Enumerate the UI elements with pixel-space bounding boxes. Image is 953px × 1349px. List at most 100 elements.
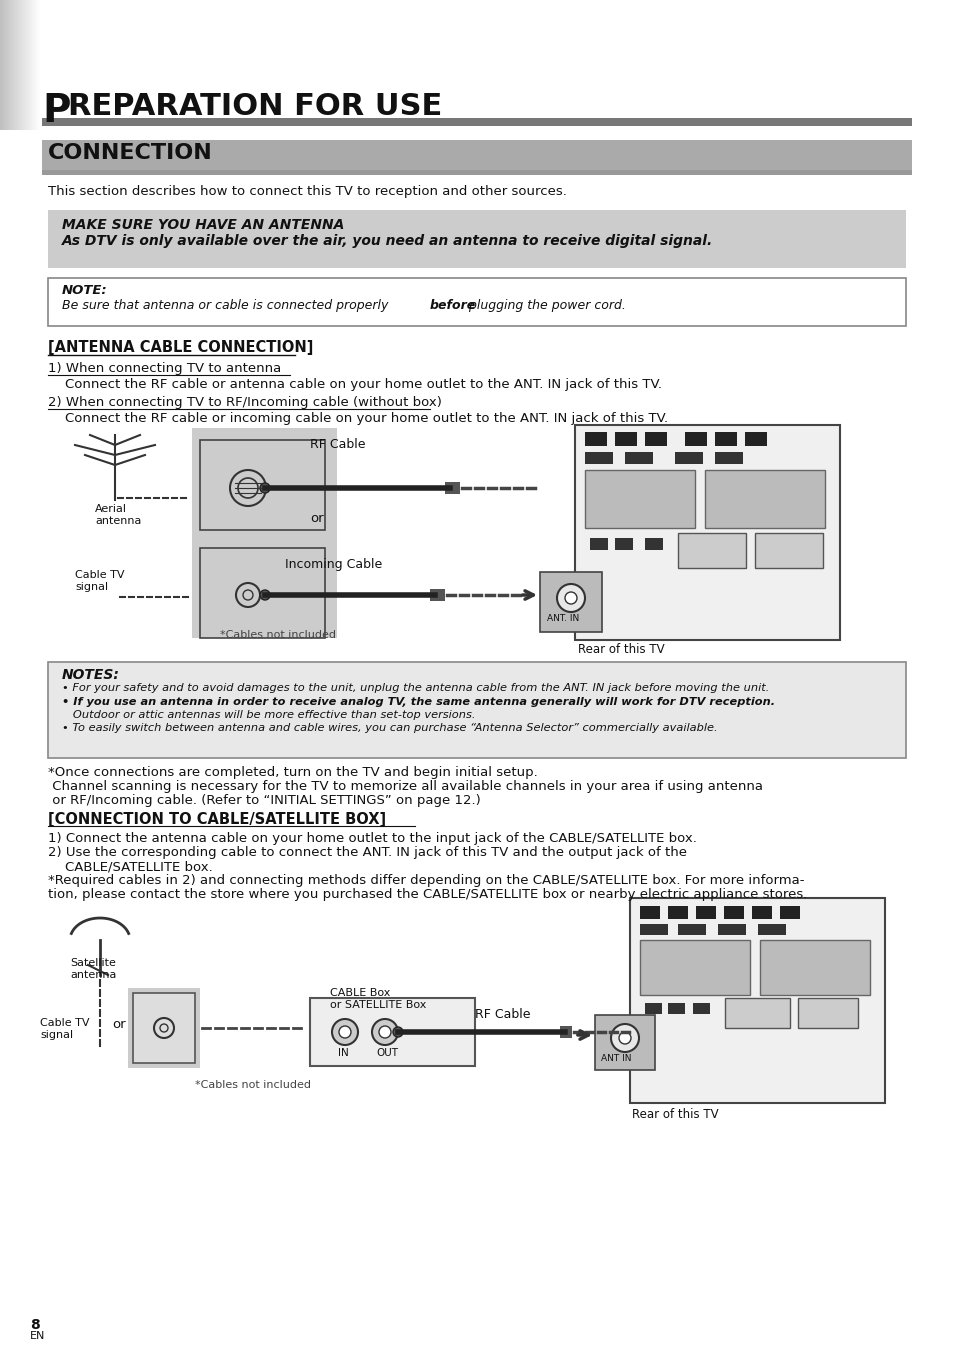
Bar	[539, 572, 601, 631]
Text: plugging the power cord.: plugging the power cord.	[464, 299, 625, 312]
Bar	[615, 538, 633, 550]
Text: Connect the RF cable or antenna cable on your home outlet to the ANT. IN jack of: Connect the RF cable or antenna cable on…	[48, 378, 661, 391]
Circle shape	[260, 590, 270, 600]
Bar	[8, 0, 9, 130]
Bar	[15, 0, 16, 130]
Text: RF Cable: RF Cable	[310, 438, 365, 451]
Bar	[33, 0, 34, 130]
Text: As DTV is only available over the air, you need an antenna to receive digital si: As DTV is only available over the air, y…	[62, 233, 713, 248]
Bar	[4, 0, 5, 130]
Text: 2) When connecting TV to RF/Incoming cable (without box): 2) When connecting TV to RF/Incoming cab…	[48, 397, 441, 409]
Bar	[32, 0, 33, 130]
Text: NOTE:: NOTE:	[62, 285, 108, 297]
Circle shape	[557, 584, 584, 612]
Bar	[11, 0, 12, 130]
Bar	[644, 538, 662, 550]
Text: or: or	[112, 1018, 126, 1031]
Circle shape	[338, 1027, 351, 1037]
Bar	[19, 0, 20, 130]
Bar	[48, 662, 905, 758]
Bar	[200, 440, 325, 530]
Bar	[430, 590, 444, 602]
Text: RF Cable: RF Cable	[475, 1008, 530, 1021]
Bar	[629, 898, 884, 1103]
Bar	[644, 1004, 661, 1014]
Bar	[310, 998, 475, 1066]
Text: ANT IN: ANT IN	[600, 1054, 631, 1063]
Bar	[34, 0, 35, 130]
Circle shape	[260, 483, 270, 492]
Bar	[16, 0, 17, 130]
Bar	[2, 0, 3, 130]
Bar	[21, 0, 22, 130]
Bar	[692, 1004, 709, 1014]
Bar	[17, 0, 18, 130]
Bar	[3, 0, 4, 130]
Text: Rear of this TV: Rear of this TV	[631, 1108, 718, 1121]
Bar	[24, 0, 25, 130]
Text: Aerial
antenna: Aerial antenna	[95, 505, 141, 526]
Bar	[584, 469, 695, 527]
Bar	[42, 170, 911, 175]
Text: • For your safety and to avoid damages to the unit, unplug the antenna cable fro: • For your safety and to avoid damages t…	[62, 683, 768, 693]
Bar	[696, 907, 716, 919]
Bar	[37, 0, 38, 130]
Text: ANT. IN: ANT. IN	[546, 614, 578, 623]
Text: or RF/Incoming cable. (Refer to “INITIAL SETTINGS” on page 12.): or RF/Incoming cable. (Refer to “INITIAL…	[48, 795, 480, 807]
Bar	[7, 0, 8, 130]
Bar	[678, 924, 705, 935]
Bar	[758, 924, 785, 935]
Circle shape	[610, 1024, 639, 1052]
Text: MAKE SURE YOU HAVE AN ANTENNA: MAKE SURE YOU HAVE AN ANTENNA	[62, 219, 344, 232]
Text: 1) Connect the antenna cable on your home outlet to the input jack of the CABLE/: 1) Connect the antenna cable on your hom…	[48, 832, 696, 844]
Text: *Required cables in 2) and connecting methods differ depending on the CABLE/SATE: *Required cables in 2) and connecting me…	[48, 874, 803, 888]
Text: IN: IN	[337, 1048, 349, 1058]
Bar	[36, 0, 37, 130]
Bar	[714, 432, 737, 447]
Bar	[584, 452, 613, 464]
Bar	[723, 907, 743, 919]
Bar	[35, 0, 36, 130]
Bar	[780, 907, 800, 919]
Bar	[639, 924, 667, 935]
Bar	[29, 0, 30, 130]
Bar	[20, 0, 21, 130]
Circle shape	[618, 1032, 630, 1044]
Circle shape	[378, 1027, 391, 1037]
Bar	[38, 0, 39, 130]
Bar	[639, 940, 749, 996]
Bar	[39, 0, 40, 130]
Text: before: before	[430, 299, 476, 312]
Bar	[30, 0, 32, 130]
Text: Rear of this TV: Rear of this TV	[578, 643, 664, 656]
Bar	[1, 0, 2, 130]
Bar	[42, 117, 911, 125]
Bar	[667, 1004, 684, 1014]
Text: 1) When connecting TV to antenna: 1) When connecting TV to antenna	[48, 362, 281, 375]
Bar	[27, 0, 28, 130]
Text: *Cables not included: *Cables not included	[194, 1081, 311, 1090]
Text: Outdoor or attic antennas will be more effective than set-top versions.: Outdoor or attic antennas will be more e…	[62, 710, 475, 720]
Text: OUT: OUT	[375, 1048, 397, 1058]
Text: Channel scanning is necessary for the TV to memorize all available channels in y: Channel scanning is necessary for the TV…	[48, 780, 762, 793]
Text: [CONNECTION TO CABLE/SATELLITE BOX]: [CONNECTION TO CABLE/SATELLITE BOX]	[48, 812, 386, 827]
Bar	[12, 0, 13, 130]
Bar	[9, 0, 10, 130]
Bar	[667, 907, 687, 919]
Bar	[13, 0, 14, 130]
Text: Cable TV
signal: Cable TV signal	[75, 571, 125, 592]
Bar	[615, 432, 637, 447]
Text: 8: 8	[30, 1318, 40, 1331]
Circle shape	[332, 1018, 357, 1045]
Bar	[718, 924, 745, 935]
Bar	[678, 533, 745, 568]
Bar	[0, 0, 1, 130]
Bar	[675, 452, 702, 464]
Bar	[18, 0, 19, 130]
Text: or: or	[310, 513, 323, 525]
Circle shape	[393, 1027, 402, 1037]
Text: EN: EN	[30, 1331, 46, 1341]
Bar	[714, 452, 742, 464]
Bar	[48, 210, 905, 268]
Text: REPARATION FOR USE: REPARATION FOR USE	[68, 92, 442, 121]
